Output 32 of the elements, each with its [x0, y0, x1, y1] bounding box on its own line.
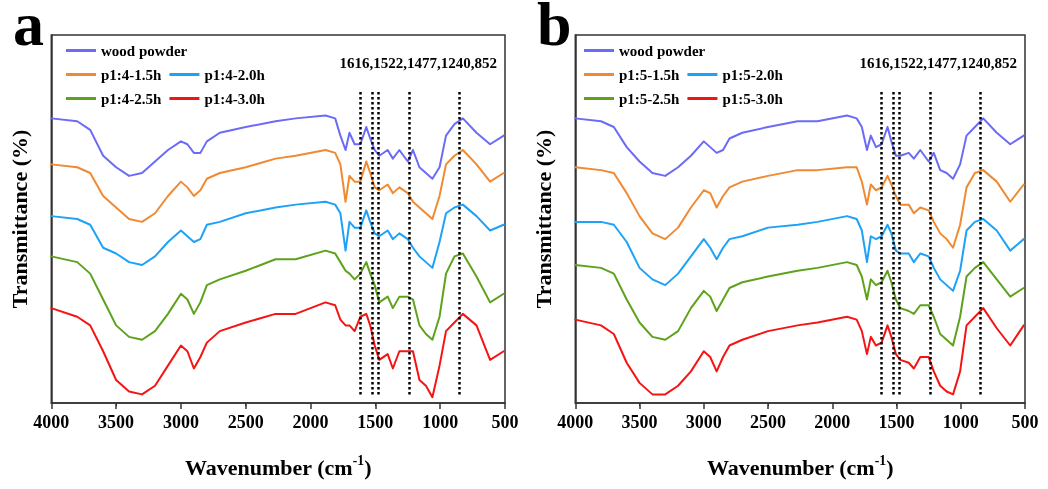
x-tick-label: 3500 — [621, 412, 658, 432]
x-tick-label: 500 — [491, 412, 519, 432]
x-tick-label: 2000 — [292, 412, 329, 432]
y-axis-title: Transmittance (%) — [6, 129, 32, 309]
text: 1616,1522,1477,1240,852 — [339, 54, 497, 71]
x-tick-label: 3000 — [162, 412, 199, 432]
x-tick-label: 3500 — [98, 412, 135, 432]
x-tick-label: 2000 — [814, 412, 851, 432]
x-tick-label: 500 — [1011, 412, 1039, 432]
x-tick-label: 1500 — [357, 412, 394, 432]
x-tick-label: 1500 — [878, 412, 915, 432]
legend-label: wood powder — [619, 42, 706, 59]
x-tick-label: 4000 — [33, 412, 70, 432]
x-tick-label: 2500 — [750, 412, 787, 432]
chart-title: b — [537, 0, 572, 58]
y-axis-title: Transmittance (%) — [530, 129, 556, 309]
x-tick-label: 4000 — [557, 412, 594, 432]
x-tick-label: 1000 — [422, 412, 459, 432]
legend-label: p1:5-1.5h — [619, 66, 681, 83]
text: 1616,1522,1477,1240,852 — [859, 54, 1017, 71]
legend-label: wood powder — [101, 42, 188, 59]
x-tick-label: 2500 — [227, 412, 264, 432]
legend-label: p1:5-2.5h — [619, 90, 681, 107]
legend-label: p1:5-2.0h — [722, 66, 784, 83]
legend-label: p1:5-3.0h — [722, 90, 784, 107]
legend-label: p1:4-1.5h — [101, 66, 163, 83]
legend-label: p1:4-2.0h — [204, 66, 266, 83]
legend-label: p1:4-3.0h — [204, 90, 266, 107]
x-tick-label: 3000 — [685, 412, 722, 432]
legend-label: p1:4-2.5h — [101, 90, 163, 107]
chart-title: a — [13, 0, 44, 58]
x-tick-label: 1000 — [942, 412, 979, 432]
